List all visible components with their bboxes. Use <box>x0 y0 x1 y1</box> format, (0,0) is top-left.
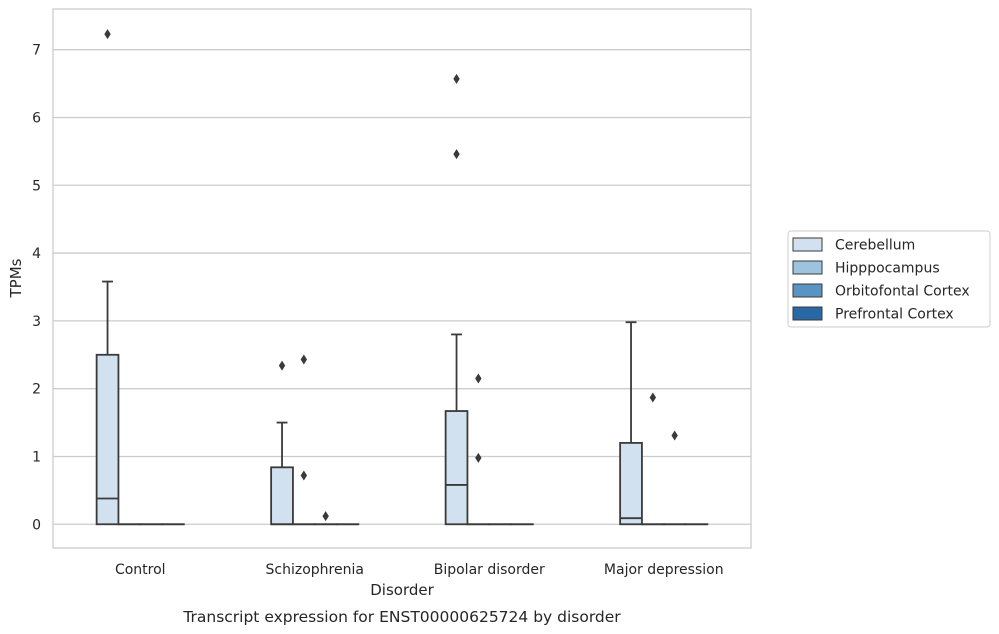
legend-swatch <box>792 283 823 298</box>
outlier-point <box>300 354 308 365</box>
outlier-point <box>300 470 308 481</box>
box-3-0 <box>619 321 643 526</box>
legend-item: Orbitofontal Cortex <box>792 283 970 300</box>
y-tick-label: 1 <box>32 449 41 465</box>
x-tick-labels: Control Schizophrenia Bipolar disorder Majo… <box>115 562 724 578</box>
outlier-point <box>649 392 657 403</box>
y-tick-label: 0 <box>32 517 41 533</box>
y-tick-label: 7 <box>32 43 41 59</box>
chart-caption: Transcript expression for ENST0000062572… <box>182 608 621 626</box>
legend-swatch <box>792 306 823 321</box>
y-tick-label: 6 <box>32 110 41 126</box>
box-0-0 <box>95 29 120 526</box>
legend-frame <box>787 230 991 328</box>
box-1-0 <box>270 360 294 526</box>
legend-label: Cerebellum <box>835 238 915 254</box>
legend-swatch <box>792 237 823 252</box>
outlier-point <box>278 360 286 371</box>
outlier-point <box>453 73 460 84</box>
x-tick-label: Control <box>115 562 166 578</box>
x-axis-title: Disorder <box>370 581 434 599</box>
y-tick-label: 2 <box>32 382 41 398</box>
y-tick-labels: 0 1 2 3 4 5 6 7 <box>32 43 41 534</box>
outlier-point <box>671 430 678 441</box>
x-tick-label: Schizophrenia <box>266 562 364 578</box>
x-tick-label: Bipolar disorder <box>434 562 545 578</box>
outlier-point <box>104 29 111 40</box>
legend-item: Hipppocampus <box>792 260 940 277</box>
legend-item: Cerebellum <box>792 237 915 254</box>
plot-frame <box>52 8 752 549</box>
legend-label: Prefrontal Cortex <box>835 307 954 323</box>
outlier-point <box>322 511 329 522</box>
x-tick-label: Major depression <box>604 562 724 578</box>
outlier-point <box>475 452 482 463</box>
gridlines <box>53 49 751 525</box>
y-tick-label: 3 <box>32 314 41 330</box>
box-body <box>619 442 643 526</box>
legend-swatch <box>792 260 823 275</box>
outlier-point <box>475 373 482 384</box>
boxes <box>95 29 709 526</box>
y-tick-label: 4 <box>32 246 41 262</box>
plot-area <box>53 9 751 548</box>
box-2-0 <box>444 73 469 526</box>
box-body <box>444 410 469 526</box>
legend-label: Orbitofontal Cortex <box>835 284 970 300</box>
y-tick-label: 5 <box>32 178 41 194</box>
legend-item: Prefrontal Cortex <box>792 306 954 323</box>
y-axis-title: TPMs <box>7 258 25 298</box>
box-body <box>270 466 294 526</box>
outlier-point <box>453 149 460 160</box>
legend: Cerebellum Hipppocampus Orbitofontal Corte… <box>787 230 991 328</box>
legend-label: Hipppocampus <box>835 261 940 277</box>
